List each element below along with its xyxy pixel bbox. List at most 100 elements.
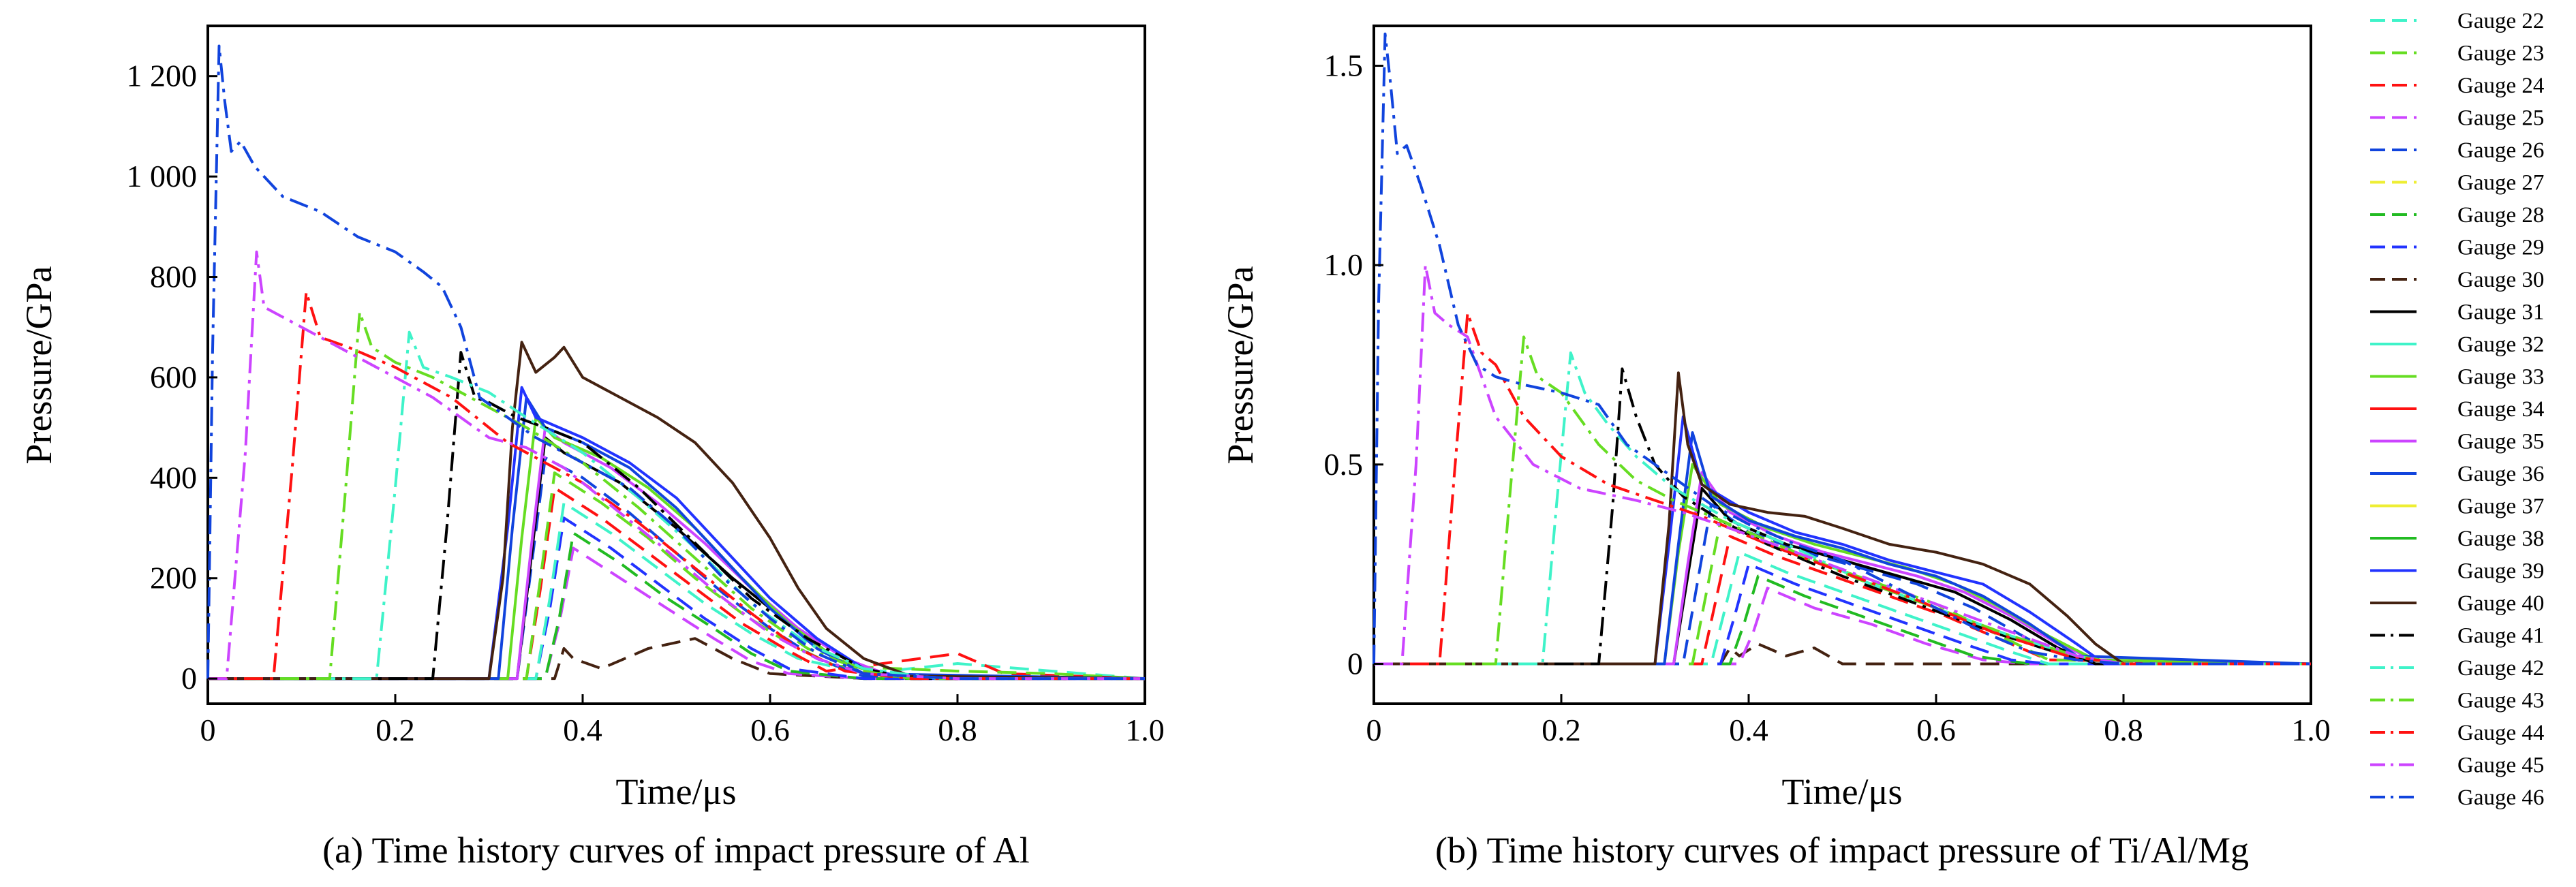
legend-item: Gauge 45 [2370,753,2544,778]
legend-item: Gauge 23 [2370,42,2544,66]
legend: Gauge 22 Gauge 23 Gauge 24 Gauge 25 Gauge 26… [2370,9,2544,810]
chart-a-series-gauge-25 [208,546,1145,681]
legend-label: Gauge 40 [2457,591,2544,616]
legend-label: Gauge 33 [2457,365,2544,390]
chart-b-x-ticks: 0 0.2 0.4 0.6 0.8 1.0 [1366,694,2331,747]
chart-a-series-gauge-43 [208,311,1145,681]
chart-b-caption: (b) Time history curves of impact pressu… [1435,830,2249,871]
chart-a-y-axis-label: Pressure/GPa [18,266,59,464]
chart-a-x-tick-label: 0.4 [563,713,602,747]
chart-b-y-axis-label: Pressure/GPa [1220,266,1261,464]
chart-a-x-tick-label: 0.6 [750,713,790,747]
chart-b-series-gauge-36 [1374,431,2312,666]
legend-item: Gauge 34 [2370,397,2544,422]
chart-b-y-tick-label: 0.5 [1324,447,1364,482]
legend-label: Gauge 30 [2457,268,2544,292]
legend-item: Gauge 44 [2370,721,2544,745]
legend-item: Gauge 37 [2370,495,2544,519]
legend-label: Gauge 26 [2457,138,2544,163]
chart-b-series-gauge-40 [1374,371,2311,666]
chart-b-x-tick-label: 0.2 [1542,713,1581,747]
legend-label: Gauge 37 [2457,495,2544,519]
chart-a-series-gauge-23 [208,471,1146,681]
legend-label: Gauge 35 [2457,430,2544,454]
chart-a-y-tick-label: 200 [150,561,197,595]
chart-b-series-gauge-26 [1374,503,2312,666]
legend-label: Gauge 31 [2457,300,2544,325]
chart-a-series-gauge-29 [208,516,1145,681]
chart-b-x-tick-label: 0.6 [1916,713,1956,747]
chart-b-y-ticks: 0 0.5 1.0 1.5 [1324,48,1383,681]
chart-a-x-tick-label: 1.0 [1125,713,1165,747]
chart-a-series-gauge-36 [208,396,1146,681]
chart-a-series-gauge-42 [208,330,1145,681]
chart-b-plot-frame [1373,25,2312,705]
legend-item: Gauge 30 [2370,268,2544,292]
chart-b-series-gauge-39 [1374,415,2311,666]
legend-label: Gauge 45 [2457,753,2544,778]
chart-b-series-group [1373,32,2312,666]
chart-b-series-gauge-43 [1374,335,2311,666]
chart-a-y-tick-label: 800 [150,260,197,294]
legend-label: Gauge 41 [2457,624,2544,649]
chart-b-series-gauge-25 [1374,587,2311,666]
legend-item: Gauge 31 [2370,300,2544,325]
legend-label: Gauge 27 [2457,171,2544,196]
legend-item: Gauge 42 [2370,656,2544,681]
legend-item: Gauge 26 [2370,138,2544,163]
chart-a-plot-frame [206,25,1146,705]
chart-a-y-ticks: 0 200 400 600 800 1 000 1 200 [127,59,217,696]
chart-a-caption: (a) Time history curves of impact pressu… [322,830,1030,871]
chart-b-series-gauge-44 [1374,311,2311,666]
chart-b-x-tick-label: 0.4 [1729,713,1768,747]
legend-item: Gauge 39 [2370,559,2544,584]
legend-item: Gauge 40 [2370,591,2544,616]
legend-label: Gauge 23 [2457,42,2544,66]
chart-b-series-gauge-23 [1374,518,2312,666]
chart-b-series-gauge-41 [1374,367,2311,666]
chart-a-series-gauge-44 [208,290,1145,681]
legend-label: Gauge 28 [2457,203,2544,228]
chart-a-x-ticks: 0 0.2 0.4 0.6 0.8 1.0 [200,694,1165,747]
legend-item: Gauge 43 [2370,689,2544,713]
chart-b-y-tick-label: 1.5 [1324,48,1364,83]
chart-a-y-tick-label: 400 [150,460,197,495]
chart-b-y-tick-label: 1.0 [1324,247,1364,282]
chart-b-series-gauge-28 [1374,574,2311,666]
chart-b-series-gauge-42 [1374,351,2311,666]
legend-item: Gauge 27 [2370,171,2544,196]
chart-b-series-gauge-45 [1374,264,2311,666]
legend-item: Gauge 32 [2370,332,2544,357]
legend-item: Gauge 36 [2370,462,2544,486]
legend-item: Gauge 24 [2370,74,2544,98]
chart-a-y-tick-label: 600 [150,360,197,394]
legend-item: Gauge 25 [2370,106,2544,131]
chart-b-series-gauge-46 [1373,32,2311,666]
legend-label: Gauge 44 [2457,721,2544,745]
chart-b-y-tick-label: 0 [1347,646,1363,681]
legend-item: Gauge 22 [2370,9,2544,33]
legend-item: Gauge 46 [2370,785,2544,810]
legend-item: Gauge 38 [2370,527,2544,551]
chart-a-series-gauge-39 [208,386,1145,681]
legend-label: Gauge 43 [2457,689,2544,713]
legend-label: Gauge 38 [2457,527,2544,551]
legend-label: Gauge 42 [2457,656,2544,681]
legend-item: Gauge 35 [2370,430,2544,454]
chart-a-y-tick-label: 1 200 [127,59,198,93]
chart-a-series-gauge-28 [208,531,1145,681]
legend-item: Gauge 33 [2370,365,2544,390]
legend-item: Gauge 28 [2370,203,2544,228]
legend-label: Gauge 34 [2457,397,2544,422]
legend-label: Gauge 39 [2457,559,2544,584]
chart-b-x-tick-label: 1.0 [2291,713,2331,747]
chart-a-y-tick-label: 0 [181,661,197,696]
legend-label: Gauge 36 [2457,462,2544,486]
legend-label: Gauge 22 [2457,9,2544,33]
chart-a-x-tick-label: 0 [200,713,216,747]
chart-a-series-gauge-26 [208,456,1146,681]
chart-b-series-gauge-22 [1374,550,2311,666]
chart-b-x-tick-label: 0.8 [2104,713,2143,747]
chart-a-x-tick-label: 0.8 [938,713,977,747]
